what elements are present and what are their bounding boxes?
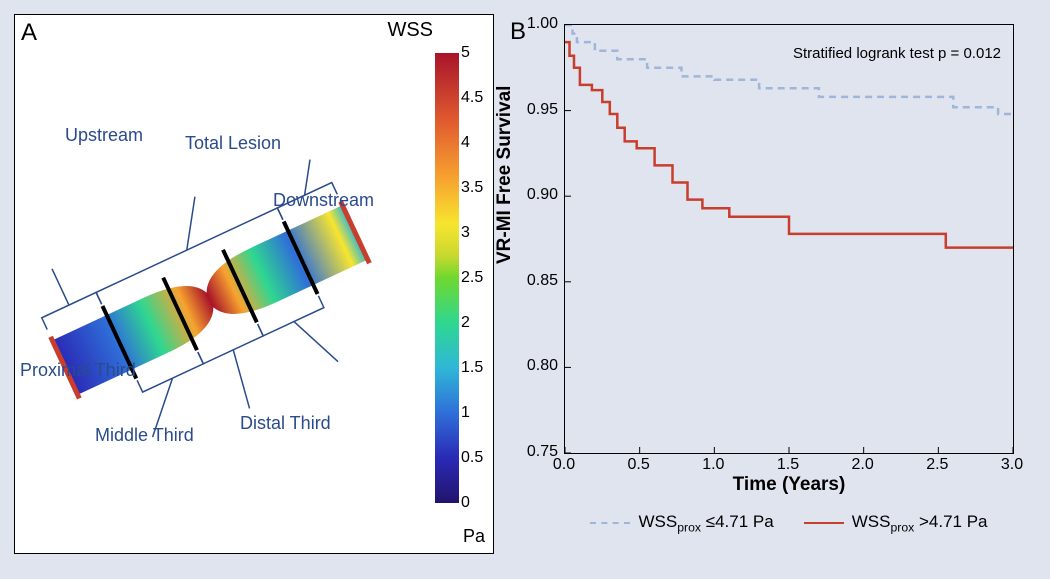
x-tick: 0.5 bbox=[628, 456, 650, 474]
y-tick: 0.90 bbox=[527, 186, 558, 204]
vessel-schematic: Upstream Total Lesion Downstream Proxima… bbox=[25, 135, 395, 465]
label-downstream: Downstream bbox=[273, 190, 374, 211]
y-axis-label: VR-MI Free Survival bbox=[494, 86, 516, 264]
vessel-svg bbox=[25, 135, 395, 465]
x-axis-label: Time (Years) bbox=[564, 474, 1014, 496]
panel-b: B VR-MI Free Survival Stratified logrank… bbox=[504, 14, 1024, 554]
legend-swatch-high bbox=[804, 522, 844, 524]
km-chart: Stratified logrank test p = 0.012 bbox=[564, 24, 1014, 454]
wss-title: WSS bbox=[387, 19, 433, 42]
panel-a-label: A bbox=[21, 19, 37, 47]
y-tick: 1.00 bbox=[527, 15, 558, 33]
km-svg bbox=[565, 25, 1013, 453]
unit-label: Pa bbox=[463, 526, 485, 547]
x-tick: 1.0 bbox=[702, 456, 724, 474]
colorbar-tick: 1 bbox=[461, 404, 493, 422]
colorbar-tick: 4 bbox=[461, 134, 493, 152]
legend-label-high: WSSprox >4.71 Pa bbox=[852, 512, 988, 534]
colorbar-tick: 0 bbox=[461, 494, 493, 512]
label-upstream: Upstream bbox=[65, 125, 143, 146]
bracket-mid bbox=[198, 324, 263, 364]
colorbar-tick: 3 bbox=[461, 224, 493, 242]
legend-swatch-low bbox=[590, 522, 630, 524]
label-proximal: Proximal Third bbox=[20, 360, 136, 381]
figure: A WSS Pa 0 0.5 1 1.5 2 2.5 3 3.5 4 4.5 5 bbox=[0, 0, 1050, 579]
y-tick: 0.75 bbox=[527, 443, 558, 461]
colorbar-ticks: 00.511.522.533.544.55 bbox=[461, 53, 493, 503]
label-distal: Distal Third bbox=[240, 413, 331, 434]
label-middle: Middle Third bbox=[95, 425, 194, 446]
colorbar-tick: 3.5 bbox=[461, 179, 493, 197]
colorbar-tick: 0.5 bbox=[461, 449, 493, 467]
y-tick: 0.85 bbox=[527, 272, 558, 290]
legend-label-low: WSSprox ≤4.71 Pa bbox=[638, 512, 773, 534]
x-tick: 2.0 bbox=[852, 456, 874, 474]
colorbar-tick: 5 bbox=[461, 44, 493, 62]
panel-a: A WSS Pa 0 0.5 1 1.5 2 2.5 3 3.5 4 4.5 5 bbox=[14, 14, 494, 554]
y-tick: 0.95 bbox=[527, 101, 558, 119]
km-series-low bbox=[565, 25, 1013, 114]
colorbar bbox=[435, 53, 459, 503]
legend-item-low: WSSprox ≤4.71 Pa bbox=[590, 512, 773, 534]
legend-item-high: WSSprox >4.71 Pa bbox=[804, 512, 988, 534]
logrank-annotation: Stratified logrank test p = 0.012 bbox=[793, 45, 1001, 62]
colorbar-tick: 1.5 bbox=[461, 359, 493, 377]
x-tick: 1.5 bbox=[777, 456, 799, 474]
x-tick: 3.0 bbox=[1001, 456, 1023, 474]
panel-b-label: B bbox=[510, 18, 526, 46]
km-series-high bbox=[565, 42, 1013, 248]
colorbar-tick: 2 bbox=[461, 314, 493, 332]
colorbar-tick: 4.5 bbox=[461, 89, 493, 107]
x-tick: 2.5 bbox=[926, 456, 948, 474]
colorbar-tick: 2.5 bbox=[461, 269, 493, 287]
label-total-lesion: Total Lesion bbox=[185, 133, 281, 154]
legend: WSSprox ≤4.71 Pa WSSprox >4.71 Pa bbox=[564, 512, 1014, 534]
y-tick: 0.80 bbox=[527, 357, 558, 375]
